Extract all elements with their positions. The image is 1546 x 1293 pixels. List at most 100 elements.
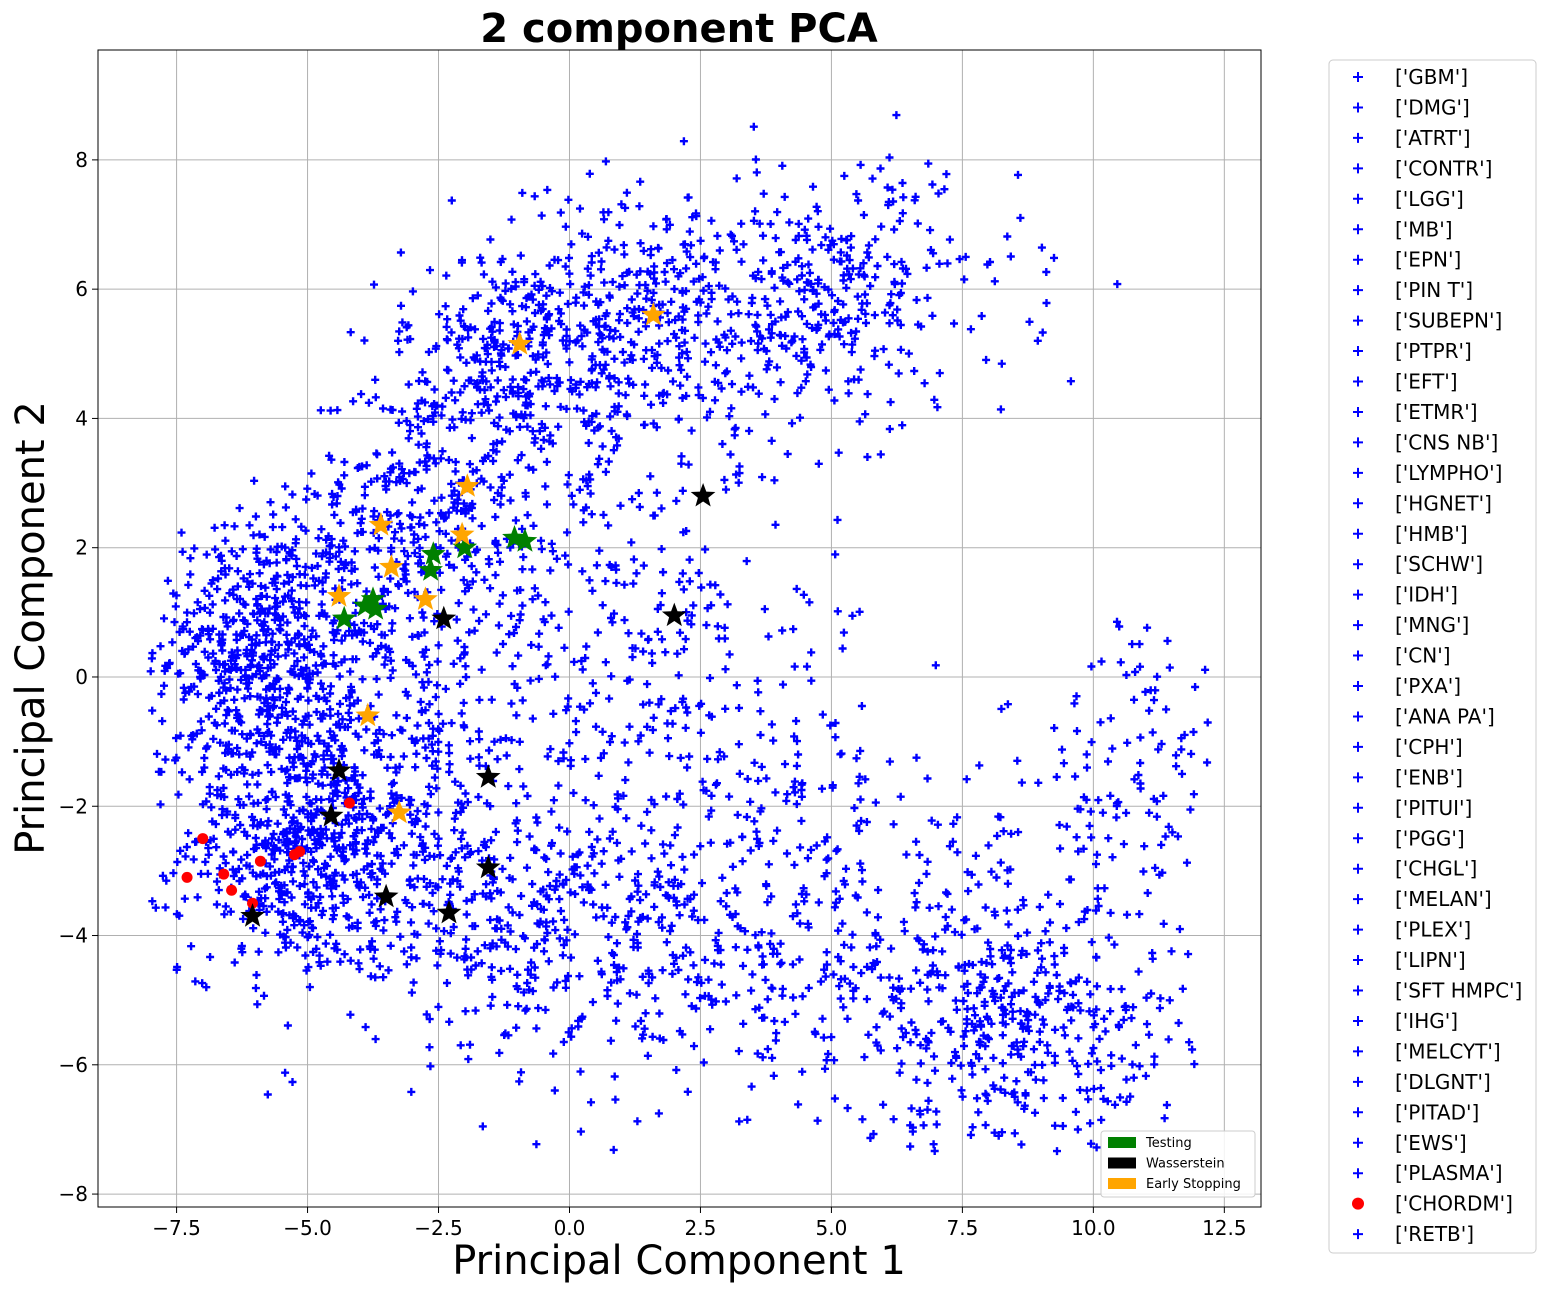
class-legend-label: ['LGG'] xyxy=(1395,187,1464,211)
x-tick-label: −2.5 xyxy=(414,1216,463,1240)
testing-star xyxy=(360,586,386,610)
class-legend-marker xyxy=(1353,467,1363,478)
class-legend-marker xyxy=(1353,1137,1363,1148)
class-legend-marker xyxy=(1353,802,1363,813)
class-legend-marker xyxy=(1353,132,1363,143)
class-legend-label: ['PLEX'] xyxy=(1395,918,1471,942)
class-legend-box xyxy=(1328,59,1537,1254)
class-legend-marker xyxy=(1353,163,1363,174)
class-legend-label: ['CONTR'] xyxy=(1395,156,1492,180)
x-tick-label: −7.5 xyxy=(152,1216,201,1240)
wasserstein-star xyxy=(373,883,399,908)
chordm-point xyxy=(218,868,230,880)
wasserstein-star xyxy=(431,605,457,630)
class-legend-marker xyxy=(1353,1046,1363,1057)
class-legend-label: ['RETB'] xyxy=(1395,1222,1474,1246)
class-legend-label: ['HMB'] xyxy=(1395,522,1468,546)
class-legend-marker xyxy=(1353,498,1363,509)
class-legend-label: ['DLGNT'] xyxy=(1395,1070,1491,1094)
chordm-point xyxy=(294,845,306,857)
y-tick-label: 2 xyxy=(75,536,88,560)
class-legend-label: ['IDH'] xyxy=(1395,583,1458,607)
highlight-legend-swatch xyxy=(1108,1178,1136,1189)
class-legend-label: ['DMG'] xyxy=(1395,95,1470,119)
wasserstein-star xyxy=(475,764,501,788)
chordm-point xyxy=(197,833,209,845)
testing-star xyxy=(331,605,357,630)
early-stopping-star xyxy=(449,521,475,546)
class-legend-marker xyxy=(1353,285,1363,296)
class-legend-label: ['ENB'] xyxy=(1395,765,1463,789)
highlight-legend-label: Early Stopping xyxy=(1146,1177,1241,1192)
class-legend-label: ['ANA PA'] xyxy=(1395,704,1495,728)
class-legend-marker xyxy=(1353,437,1363,448)
chordm-point xyxy=(181,871,193,883)
class-legend-label: ['SUBEPN'] xyxy=(1395,309,1502,333)
scatter-points xyxy=(146,111,1212,1156)
class-legend-marker xyxy=(1353,559,1363,570)
class-legend-label: ['EWS'] xyxy=(1395,1131,1467,1155)
early-stopping-star xyxy=(386,799,412,824)
x-tick-label: 12.5 xyxy=(1202,1216,1247,1240)
y-tick-label: 4 xyxy=(75,406,88,430)
early-stopping-star xyxy=(355,702,381,727)
class-legend-marker xyxy=(1353,1076,1363,1087)
early-stopping-star xyxy=(455,473,480,497)
y-tick-label: 6 xyxy=(75,277,88,301)
class-legend-marker xyxy=(1353,1168,1363,1179)
class-legend-label: ['EFT'] xyxy=(1395,370,1458,394)
y-axis-label: Principal Component 2 xyxy=(8,401,54,855)
class-legend-marker xyxy=(1353,315,1363,326)
class-legend-label: ['HGNET'] xyxy=(1395,491,1492,515)
chordm-point xyxy=(226,884,238,896)
x-tick-label: 10.0 xyxy=(1071,1216,1116,1240)
class-legend-label: ['CN'] xyxy=(1395,644,1451,668)
highlight-legend: Testing Wasserstein Early Stopping xyxy=(1100,1130,1256,1198)
class-legend-marker xyxy=(1353,741,1363,752)
class-legend-marker xyxy=(1353,681,1363,691)
highlight-legend-label: Testing xyxy=(1145,1136,1192,1151)
testing-star xyxy=(512,528,538,552)
class-legend-marker xyxy=(1353,346,1363,357)
class-legend-marker xyxy=(1353,224,1363,235)
class-legend-label: ['PITUI'] xyxy=(1395,796,1472,820)
class-legend-label: ['CPH'] xyxy=(1395,735,1463,759)
class-legend-label: ['LYMPHO'] xyxy=(1395,461,1502,485)
chart-title: 2 component PCA xyxy=(480,6,878,52)
class-legend-label: ['CNS NB'] xyxy=(1395,430,1498,454)
class-legend-marker xyxy=(1353,863,1363,874)
class-legend-label: ['PTPR'] xyxy=(1395,339,1472,363)
early-stopping-star xyxy=(379,554,404,578)
chordm-point xyxy=(343,797,355,809)
testing-star xyxy=(363,596,388,620)
class-legend-label: ['MELAN'] xyxy=(1395,887,1492,911)
x-tick-label: 7.5 xyxy=(946,1216,978,1240)
class-legend-label: ['LIPN'] xyxy=(1395,948,1466,972)
class-legend-marker xyxy=(1353,985,1363,996)
y-tick-label: −2 xyxy=(59,794,88,818)
class-legend-marker xyxy=(1353,620,1363,631)
blue-plus-points xyxy=(146,111,1212,1156)
highlight-markers xyxy=(240,302,716,927)
class-legend-label: ['SFT HMPC'] xyxy=(1395,979,1522,1003)
chordm-point xyxy=(247,897,259,909)
axis-ticks: −7.5 −5.0 −2.5 0.0 2.5 5.0 7.5 10.0 12.5 −8 −6 −4 −2… xyxy=(59,148,1247,1240)
plot-frame xyxy=(97,49,1262,1208)
y-tick-label: 0 xyxy=(75,665,88,689)
class-legend-marker xyxy=(1353,72,1363,82)
testing-star xyxy=(420,541,446,565)
class-legend-marker xyxy=(1353,193,1363,204)
class-legend-marker xyxy=(1353,1107,1363,1118)
class-legend-label: ['EPN'] xyxy=(1395,248,1461,272)
class-legend-marker xyxy=(1353,711,1363,722)
wasserstein-star xyxy=(475,854,501,879)
x-tick-label: 2.5 xyxy=(685,1216,717,1240)
class-legend-label: ['GBM'] xyxy=(1395,65,1468,89)
class-legend-label: ['IHG'] xyxy=(1395,1009,1458,1033)
testing-star xyxy=(418,557,443,581)
testing-star xyxy=(502,525,527,549)
class-legend-label: ['SCHW'] xyxy=(1395,552,1483,576)
x-axis-label: Principal Component 1 xyxy=(452,1238,906,1284)
class-legend-marker xyxy=(1353,955,1363,966)
early-stopping-star xyxy=(413,586,438,610)
